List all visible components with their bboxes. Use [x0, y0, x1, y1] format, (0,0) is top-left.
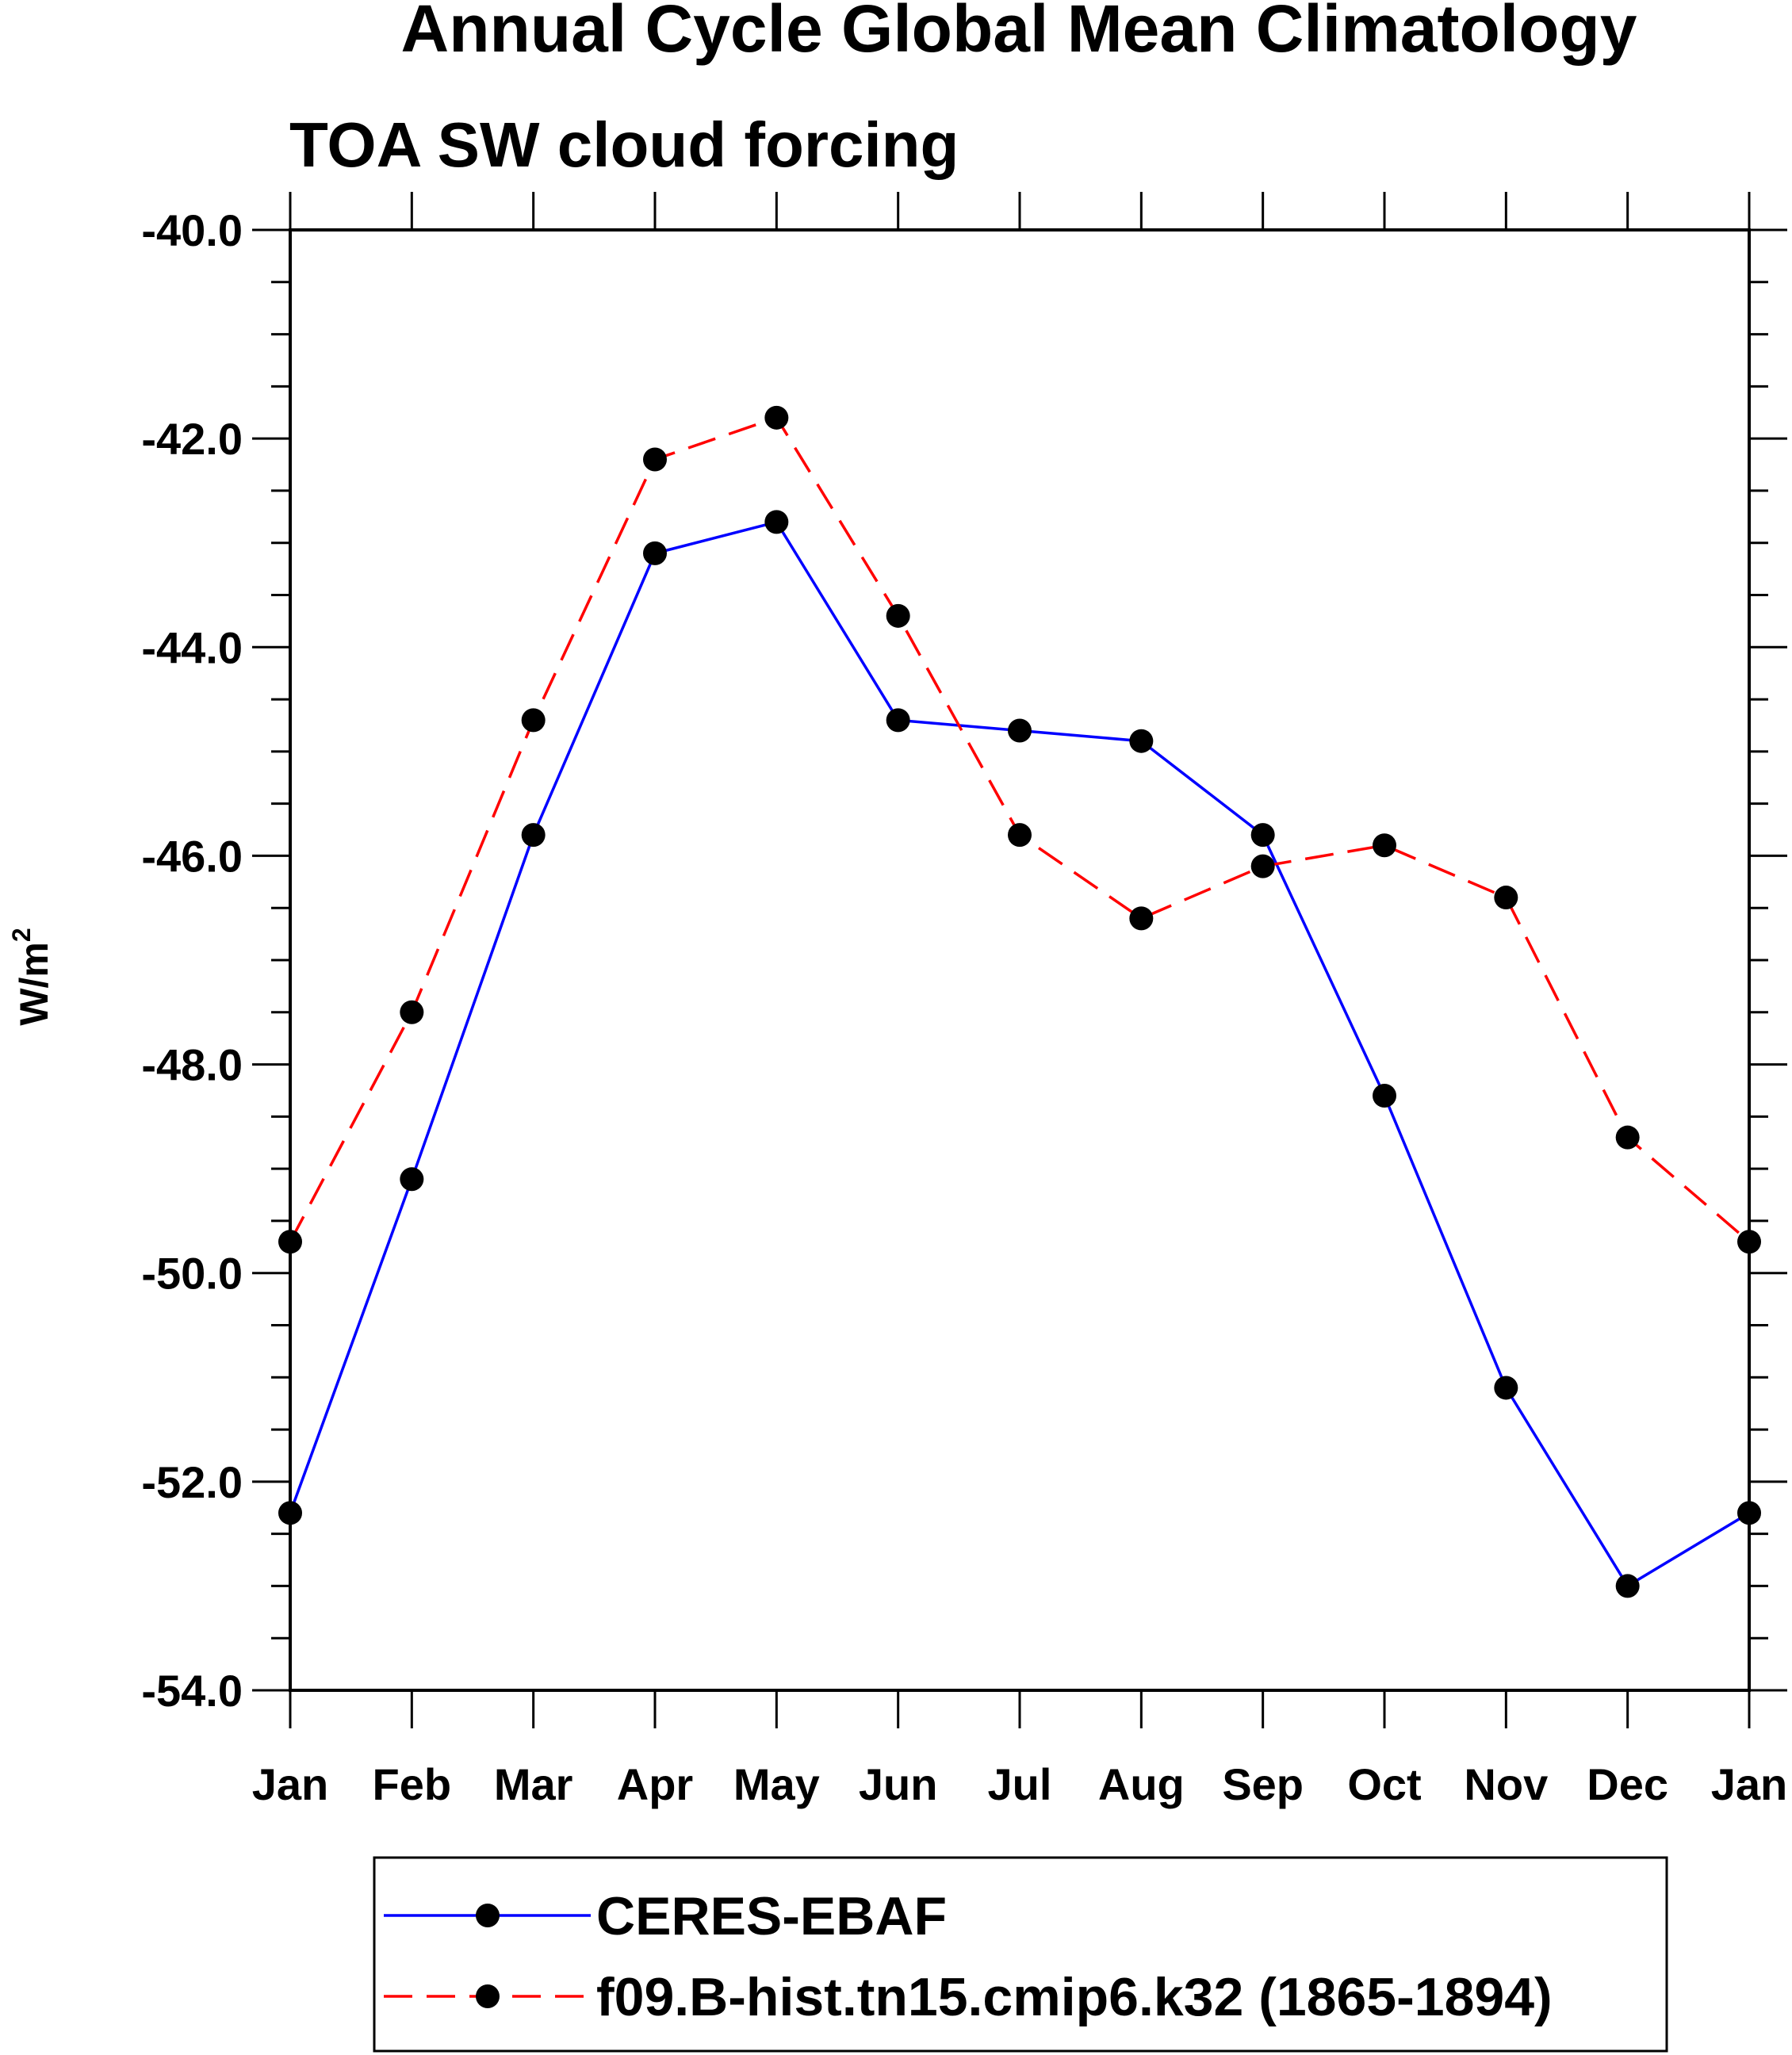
- y-tick-label: -42.0: [141, 414, 243, 464]
- legend-box: [373, 1856, 1668, 2053]
- y-axis-label-superscript: 2: [7, 928, 36, 942]
- series-group: [278, 510, 1761, 1598]
- data-point: [1615, 1574, 1640, 1598]
- data-point: [1250, 854, 1275, 878]
- data-point: [1129, 729, 1154, 753]
- data-point: [1250, 823, 1275, 848]
- data-point: [521, 708, 546, 733]
- x-tick-label: May: [733, 1759, 820, 1809]
- y-tick-label: -52.0: [141, 1457, 243, 1507]
- data-point: [886, 708, 910, 733]
- x-tick-label: Jan: [1711, 1759, 1788, 1809]
- plot-frame: [289, 228, 1751, 1692]
- legend-label: f09.B-hist.tn15.cmip6.k32 (1865-1894): [596, 1967, 1553, 2027]
- legend-swatch-marker: [476, 1984, 500, 2008]
- x-tick-label: Mar: [494, 1759, 573, 1809]
- data-point: [400, 1000, 424, 1024]
- legend-item: f09.B-hist.tn15.cmip6.k32 (1865-1894): [384, 1967, 1553, 2027]
- x-tick-label: Nov: [1464, 1759, 1548, 1809]
- series-group: [278, 405, 1761, 1254]
- y-tick-label: -48.0: [141, 1040, 243, 1090]
- x-tick-label: Feb: [373, 1759, 452, 1809]
- data-point: [1129, 906, 1154, 931]
- x-tick-label: Aug: [1098, 1759, 1185, 1809]
- data-point: [278, 1230, 302, 1254]
- series-line: [289, 520, 1750, 1588]
- y-axis-label: W/m2: [7, 928, 56, 1025]
- data-point: [1008, 718, 1032, 743]
- axis-ticks: [252, 192, 1787, 1728]
- y-tick-label: -54.0: [141, 1666, 243, 1716]
- legend-swatch-marker: [476, 1904, 500, 1927]
- x-tick-label: Oct: [1347, 1759, 1421, 1809]
- legend-items: CERES-EBAF f09.B-hist.tn15.cmip6.k32 (186…: [384, 1886, 1553, 2027]
- data-point: [400, 1167, 424, 1192]
- y-tick-label: -40.0: [141, 205, 243, 255]
- y-tick-label: -50.0: [141, 1249, 243, 1299]
- y-tick-label: -46.0: [141, 831, 243, 881]
- x-tick-label: Sep: [1222, 1759, 1304, 1809]
- x-tick-label: Dec: [1587, 1759, 1668, 1809]
- chart-title: Annual Cycle Global Mean Climatology: [401, 0, 1637, 66]
- y-tick-label: -44.0: [141, 622, 243, 672]
- legend-item: CERES-EBAF: [384, 1886, 947, 1946]
- legend: CERES-EBAF f09.B-hist.tn15.cmip6.k32 (186…: [373, 1856, 1668, 2053]
- data-point: [521, 823, 546, 848]
- data-point: [1737, 1501, 1761, 1525]
- data-point: [1373, 1084, 1396, 1108]
- data-point: [1008, 823, 1032, 848]
- data-point: [278, 1501, 302, 1525]
- y-tick-labels: -54.0 -52.0 -50.0 -48.0 -46.0 -44.0 -42.0 -40.0: [141, 205, 243, 1716]
- data-point: [1494, 1376, 1518, 1400]
- series-layer: [278, 405, 1761, 1598]
- x-tick-label: Jun: [859, 1759, 938, 1809]
- data-point: [764, 405, 789, 430]
- x-tick-label: Jul: [988, 1759, 1052, 1809]
- data-point: [764, 510, 789, 534]
- x-tick-labels: Jan Feb Mar Apr May Jun Jul Aug Sep Oct Nov Dec Jan: [252, 1759, 1788, 1809]
- data-point: [1373, 833, 1396, 858]
- legend-label: CERES-EBAF: [596, 1886, 947, 1946]
- x-tick-label: Apr: [617, 1759, 693, 1809]
- y-axis-label-text: W/m: [12, 942, 56, 1026]
- data-point: [643, 447, 667, 472]
- chart-subtitle: TOA SW cloud forcing: [289, 109, 959, 180]
- data-point: [643, 541, 667, 565]
- data-point: [886, 603, 910, 628]
- data-point: [1615, 1125, 1640, 1150]
- x-tick-label: Jan: [252, 1759, 329, 1809]
- data-point: [1737, 1230, 1761, 1254]
- data-point: [1494, 886, 1518, 910]
